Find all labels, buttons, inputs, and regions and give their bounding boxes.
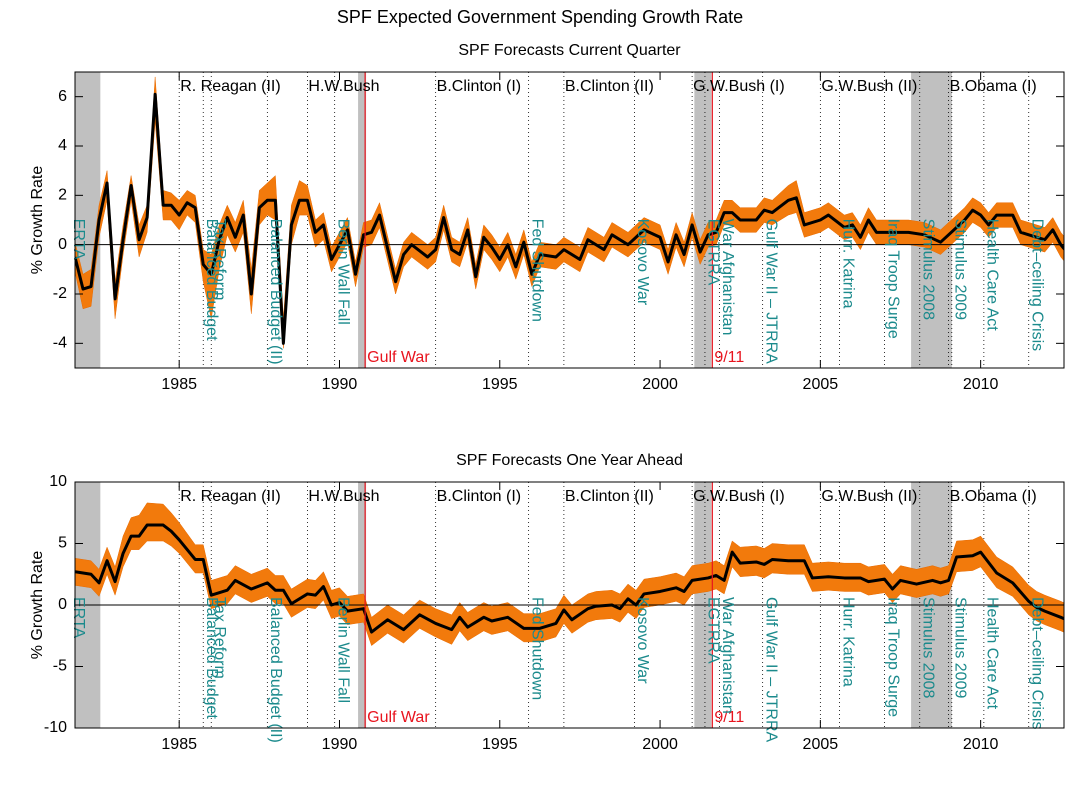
event-label: Debt–ceiling Crisis (1029, 597, 1046, 730)
event-label: Kosovo War (634, 597, 651, 684)
y-tick-label: -4 (53, 335, 67, 352)
term-label: B.Clinton (I) (437, 488, 521, 505)
event-label: EGTRRA (705, 219, 722, 286)
event-label: Debt–ceiling Crisis (1029, 219, 1046, 352)
term-label: B.Obama (I) (950, 78, 1037, 95)
recession (358, 72, 367, 368)
recession (911, 72, 952, 368)
y-axis-label: % Growth Rate (29, 166, 46, 275)
event-label: Tax Reform (211, 219, 228, 301)
x-tick-label: 1995 (482, 376, 518, 393)
term-label: B.Clinton (I) (437, 78, 521, 95)
x-tick-label: 2010 (963, 736, 999, 753)
event-label: Iraq Troop Surge (884, 597, 901, 717)
x-tick-label: 2005 (803, 376, 839, 393)
x-tick-label: 2010 (963, 376, 999, 393)
event-label: War Afghanistan (719, 219, 736, 336)
y-axis-label: % Growth Rate (29, 551, 46, 660)
chart-subtitle: SPF Forecasts One Year Ahead (456, 452, 683, 469)
event-label: EGTRRA (705, 597, 722, 664)
event-label: Balanced Budget (203, 219, 220, 341)
event-label: Hurr. Katrina (839, 597, 856, 687)
y-tick-label: 5 (58, 535, 67, 552)
shock-label: Gulf War (367, 349, 430, 366)
y-tick-label: 2 (58, 187, 67, 204)
x-tick-label: 1985 (161, 376, 197, 393)
chart-subtitle: SPF Forecasts Current Quarter (458, 42, 681, 59)
event-label: Fed Shutdown (528, 597, 545, 700)
x-tick-label: 2005 (803, 736, 839, 753)
event-label: Balanced Budget (203, 597, 220, 719)
event-label: Kosovo War (634, 219, 651, 306)
x-tick-label: 2000 (642, 376, 678, 393)
recession (75, 72, 101, 368)
event-label: Hurr. Katrina (839, 219, 856, 309)
event-label: Stimulus 2008 (920, 597, 937, 698)
shock-label: Gulf War (367, 709, 430, 726)
term-label: H.W.Bush (308, 488, 379, 505)
shock-label: 9/11 (714, 349, 744, 366)
term-label: G.W.Bush (I) (693, 488, 785, 505)
event-label: ERTA (70, 597, 87, 639)
event-label: Tax Reform (211, 597, 228, 679)
shock-label: 9/11 (714, 709, 744, 726)
event-label: ERTA (70, 219, 87, 261)
y-tick-label: 0 (58, 596, 67, 613)
event-label: Health Care Act (984, 219, 1001, 332)
term-label: G.W.Bush (II) (821, 488, 917, 505)
event-label: Fed Shutdown (528, 219, 545, 322)
event-label: Stimulus 2008 (920, 219, 937, 320)
figure-title: SPF Expected Government Spending Growth … (337, 7, 743, 27)
term-label: B.Clinton (II) (565, 78, 654, 95)
y-tick-label: 6 (58, 88, 67, 105)
plot-area (75, 482, 1064, 728)
term-label: R. Reagan (II) (180, 488, 280, 505)
y-tick-label: -10 (44, 719, 67, 736)
axes-box (74, 71, 1065, 369)
x-tick-label: 1990 (322, 376, 358, 393)
event-label: Stimulus 2009 (952, 219, 969, 320)
event-label: Berlin Wall Fall (334, 597, 351, 703)
event-label: Balanced Budget (II) (267, 597, 284, 743)
y-tick-label: 10 (49, 473, 67, 490)
forecast-band (75, 76, 1064, 349)
x-tick-label: 2000 (642, 736, 678, 753)
term-label: B.Obama (I) (950, 488, 1037, 505)
median-line (75, 92, 1064, 345)
event-label: War Afghanistan (719, 597, 736, 714)
term-label: H.W.Bush (308, 78, 379, 95)
event-label: Berlin Wall Fall (334, 219, 351, 325)
event-label: Gulf War II – JTRRA (762, 597, 779, 743)
median-line (75, 523, 1064, 634)
y-tick-label: -2 (53, 285, 67, 302)
y-tick-label: -5 (53, 658, 67, 675)
event-label: Balanced Budget (II) (267, 219, 284, 365)
event-label: Gulf War II – JTRRA (762, 219, 779, 365)
x-tick-label: 1995 (482, 736, 518, 753)
plot-area (75, 72, 1064, 368)
term-label: R. Reagan (II) (180, 78, 280, 95)
term-label: B.Clinton (II) (565, 488, 654, 505)
y-tick-label: 0 (58, 236, 67, 253)
x-tick-label: 1990 (322, 736, 358, 753)
event-label: Stimulus 2009 (952, 597, 969, 698)
event-label: Health Care Act (984, 597, 1001, 710)
term-label: G.W.Bush (I) (693, 78, 785, 95)
y-tick-label: 4 (58, 137, 67, 154)
event-label: Iraq Troop Surge (884, 219, 901, 339)
x-tick-label: 1985 (161, 736, 197, 753)
recession (694, 72, 712, 368)
term-label: G.W.Bush (II) (821, 78, 917, 95)
